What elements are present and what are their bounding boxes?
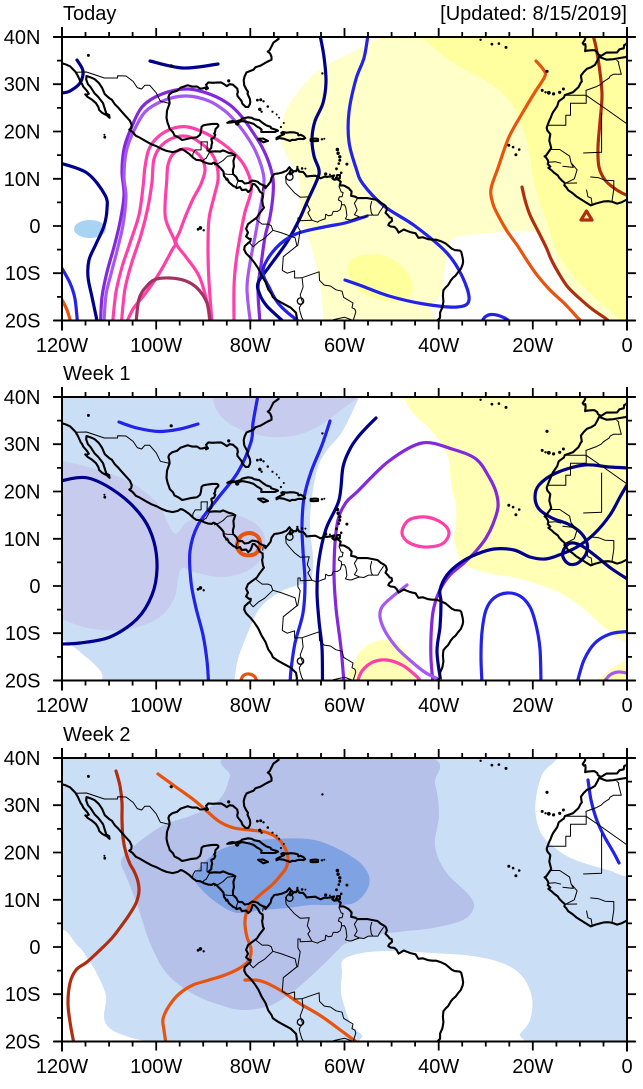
svg-text:120W: 120W (36, 1056, 88, 1078)
svg-text:80W: 80W (230, 335, 271, 357)
svg-text:[Updated: 8/15/2019]: [Updated: 8/15/2019] (440, 3, 627, 25)
svg-text:20W: 20W (512, 695, 553, 717)
svg-text:0: 0 (29, 937, 40, 959)
svg-text:60W: 60W (324, 695, 365, 717)
svg-text:100W: 100W (130, 335, 182, 357)
svg-text:10N: 10N (4, 169, 41, 191)
svg-text:80W: 80W (230, 1056, 271, 1078)
svg-text:10S: 10S (5, 263, 41, 285)
svg-text:100W: 100W (130, 695, 182, 717)
svg-text:40W: 40W (418, 695, 459, 717)
svg-text:40N: 40N (4, 387, 41, 409)
svg-text:20S: 20S (5, 671, 41, 693)
svg-text:10S: 10S (5, 984, 41, 1006)
svg-text:10N: 10N (4, 890, 41, 912)
svg-text:0: 0 (29, 216, 40, 238)
svg-text:120W: 120W (36, 695, 88, 717)
svg-text:20S: 20S (5, 311, 41, 333)
svg-text:Week 2: Week 2 (63, 724, 130, 746)
svg-text:Today: Today (63, 3, 116, 25)
svg-text:60W: 60W (324, 335, 365, 357)
svg-text:0: 0 (29, 576, 40, 598)
svg-text:30N: 30N (4, 434, 41, 456)
svg-text:20N: 20N (4, 843, 41, 865)
svg-text:100W: 100W (130, 1056, 182, 1078)
svg-text:0: 0 (621, 335, 632, 357)
svg-text:0: 0 (621, 1056, 632, 1078)
svg-text:40N: 40N (4, 748, 41, 770)
svg-text:30N: 30N (4, 74, 41, 96)
svg-text:10N: 10N (4, 529, 41, 551)
svg-text:20N: 20N (4, 482, 41, 504)
svg-text:20W: 20W (512, 335, 553, 357)
svg-text:Week 1: Week 1 (63, 363, 130, 385)
svg-text:40W: 40W (418, 1056, 459, 1078)
svg-text:40W: 40W (418, 335, 459, 357)
svg-text:120W: 120W (36, 335, 88, 357)
svg-text:80W: 80W (230, 695, 271, 717)
svg-text:30N: 30N (4, 795, 41, 817)
svg-text:40N: 40N (4, 27, 41, 49)
svg-text:20N: 20N (4, 122, 41, 144)
svg-text:60W: 60W (324, 1056, 365, 1078)
svg-text:0: 0 (621, 695, 632, 717)
svg-text:20S: 20S (5, 1032, 41, 1054)
svg-text:20W: 20W (512, 1056, 553, 1078)
svg-text:10S: 10S (5, 623, 41, 645)
